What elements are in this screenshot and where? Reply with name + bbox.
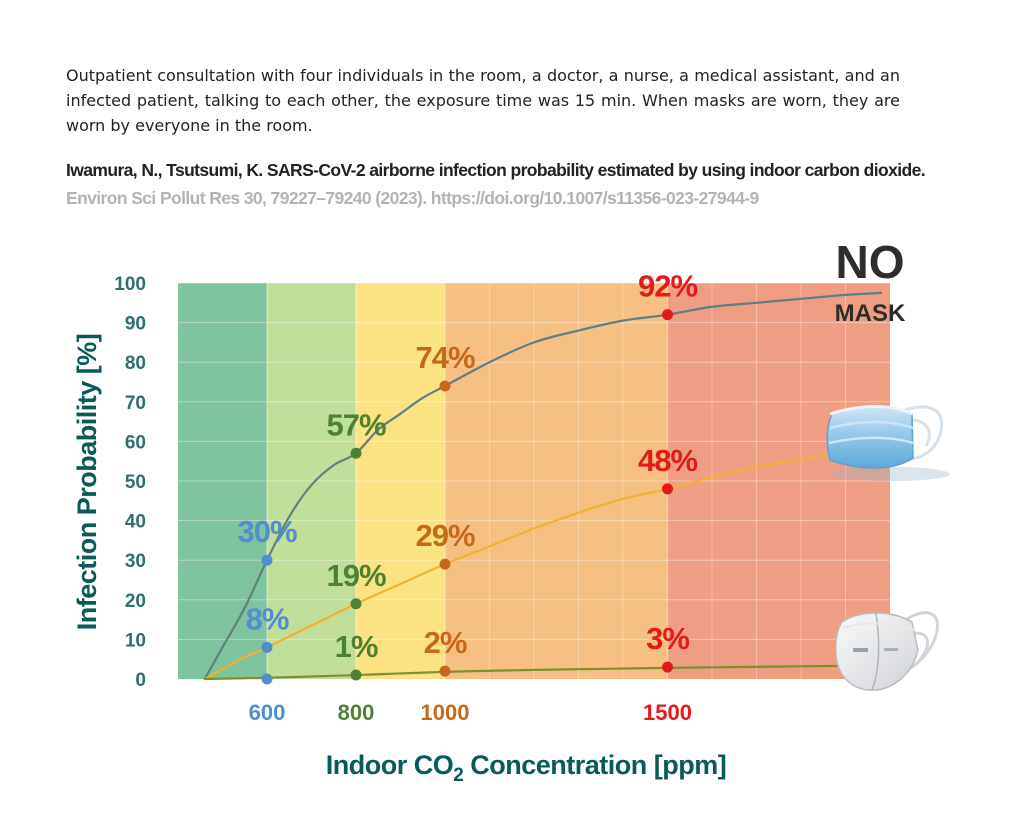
data-point [662,483,673,495]
grid-lines [178,282,890,679]
y-axis-ticks: 0 10 20 30 40 50 60 70 80 90 100 [114,274,146,691]
data-label: 92% [638,269,697,304]
data-point [261,554,273,566]
x-tick-label: 1500 [643,700,692,725]
data-label: 3% [646,621,689,656]
zone-2 [356,283,445,679]
x-tick-label: 800 [338,700,375,725]
legend-mask: MASK [835,300,906,327]
y-tick-label: 100 [114,274,146,295]
x-tick-label: 1000 [421,700,470,725]
surgical-mask-icon [826,405,950,481]
x-tick-label: 600 [249,700,286,725]
zone-0 [178,283,267,679]
scenario-description: Outpatient consultation with four indivi… [66,66,900,135]
x-axis-label: Indoor CO2 Concentration [ppm] [326,750,727,786]
y-tick-label: 30 [125,551,146,572]
data-label: 19% [326,558,385,593]
data-label: 74% [415,340,474,375]
y-tick-label: 50 [125,472,146,493]
zone-1 [267,283,356,679]
y-tick-label: 60 [125,432,146,453]
data-label: 1% [335,629,378,664]
data-point [350,669,362,681]
data-point [350,447,362,459]
data-point [439,558,451,570]
data-point [662,309,673,321]
x-axis-ticks: 600 800 1000 1500 [249,700,692,725]
data-point [261,673,273,685]
y-tick-label: 70 [125,393,146,414]
data-label: 29% [415,518,474,553]
series-line-0 [203,291,883,681]
data-point [439,380,451,392]
y-axis-label: Infection Probability [%] [72,334,102,631]
data-points: 30% 57% 74% 92% 8% 19% 29% 48% 1% 2% 3% [237,269,698,685]
y-tick-label: 40 [125,512,146,533]
citation-source: Environ Sci Pollut Res 30, 79227–79240 (… [66,188,759,208]
data-label: 2% [424,625,467,660]
series-line-2 [203,664,883,681]
y-tick-label: 90 [125,314,146,335]
citation-title: Iwamura, N., Tsutsumi, K. SARS-CoV-2 air… [66,160,926,180]
y-tick-label: 0 [135,670,146,691]
y-tick-label: 10 [125,630,146,651]
legend-no: NO [836,236,905,288]
data-label: 48% [638,443,697,478]
data-point [261,641,273,653]
n95-mask-icon [835,611,939,691]
y-tick-label: 20 [125,591,146,612]
data-point [662,661,673,673]
risk-zones [178,283,890,679]
data-label: 30% [237,514,296,549]
data-point [350,598,362,610]
zone-4 [667,283,890,679]
y-tick-label: 80 [125,353,146,374]
data-point [439,665,451,677]
zone-3 [445,283,668,679]
data-label: 57% [326,407,385,442]
data-label: 8% [246,601,289,636]
